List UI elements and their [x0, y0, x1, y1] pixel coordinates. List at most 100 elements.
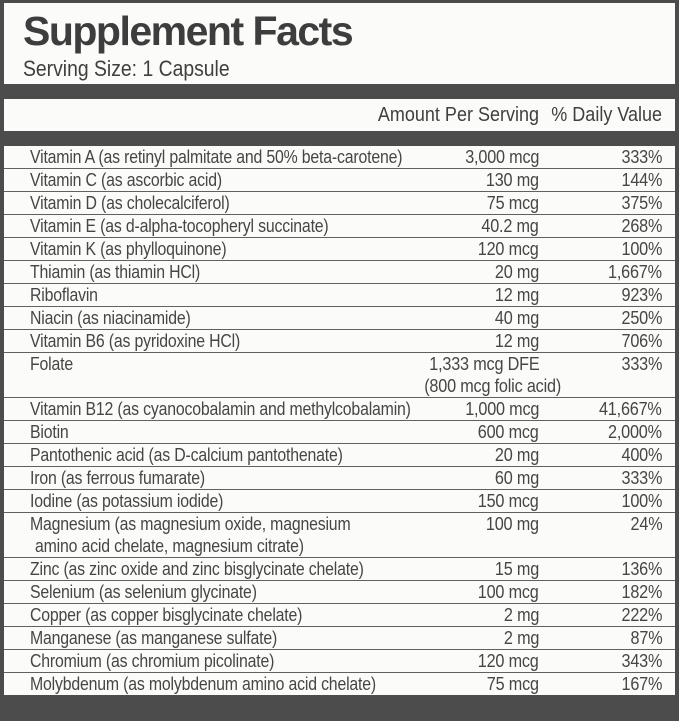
daily-value: 333%: [621, 468, 662, 488]
amount-value: 12 mg: [494, 331, 539, 351]
amount-value: 75 mcg: [486, 193, 539, 213]
nutrient-row: Zinc (as zinc oxide and zinc bisglycinat…: [4, 557, 675, 580]
column-header-amount-text: Amount Per Serving: [377, 103, 539, 126]
nutrient-name-cell: Niacin (as niacinamide): [4, 307, 409, 329]
amount-value: 40 mg: [494, 308, 539, 328]
nutrient-row: Selenium (as selenium glycinate) 100 mcg 1…: [4, 580, 675, 603]
nutrient-row: Niacin (as niacinamide) 40 mg 250%: [4, 306, 675, 329]
nutrient-row: Vitamin E (as d-alpha-tocopheryl succina…: [4, 214, 675, 237]
amount-cell: 15 mg: [409, 558, 539, 580]
daily-value: 1,667%: [608, 262, 662, 282]
amount-value: 130 mg: [486, 170, 539, 190]
amount-cell: 60 mg: [409, 467, 539, 489]
nutrient-name: Vitamin K (as phylloquinone): [30, 239, 227, 259]
nutrient-name: Vitamin B12 (as cyanocobalamin and methy…: [30, 399, 411, 419]
amount-cell: 20 mg: [409, 261, 539, 283]
amount-value: 100 mcg: [478, 582, 539, 602]
nutrient-name-cell: Pantothenic acid (as D-calcium pantothen…: [4, 444, 409, 466]
daily-value: 182%: [621, 582, 662, 602]
nutrient-name-cell: Vitamin K (as phylloquinone): [4, 238, 409, 260]
nutrient-name: Vitamin C (as ascorbic acid): [30, 170, 222, 190]
nutrient-name-cell: Zinc (as zinc oxide and zinc bisglycinat…: [4, 558, 409, 580]
nutrient-name-cell: Manganese (as manganese sulfate): [4, 627, 409, 649]
amount-value: 120 mcg: [478, 651, 539, 671]
amount-note: (800 mcg folic acid): [424, 376, 562, 396]
nutrient-name-cell: Thiamin (as thiamin HCl): [4, 261, 409, 283]
nutrient-name: Riboflavin: [30, 285, 98, 305]
amount-cell: 3,000 mcg: [409, 146, 539, 168]
amount-value: 20 mg: [494, 262, 539, 282]
nutrient-name-cell: Molybdenum (as molybdenum amino acid che…: [4, 673, 409, 695]
daily-value-cell: 923%: [539, 284, 662, 306]
daily-value: 923%: [621, 285, 662, 305]
daily-value: 136%: [621, 559, 662, 579]
daily-value-cell: 706%: [539, 330, 662, 352]
nutrient-name-cell: Iron (as ferrous fumarate): [4, 467, 409, 489]
nutrient-name-cell: Vitamin D (as cholecalciferol): [4, 192, 409, 214]
amount-cell: 75 mcg: [409, 192, 539, 214]
daily-value-cell: 375%: [539, 192, 662, 214]
daily-value: 333%: [621, 354, 662, 374]
daily-value-cell: 222%: [539, 604, 662, 626]
daily-value: 87%: [630, 628, 662, 648]
amount-cell: 150 mcg: [409, 490, 539, 512]
amount-value: 120 mcg: [478, 239, 539, 259]
nutrient-row: Folate 1,333 mcg DFE (800 mcg folic acid) 3…: [4, 352, 675, 397]
daily-value-cell: 333%: [539, 467, 662, 489]
amount-value: 75 mcg: [486, 674, 539, 694]
nutrient-row: Magnesium (as magnesium oxide, magnesium…: [4, 512, 675, 557]
nutrient-name-cell: Riboflavin: [4, 284, 409, 306]
amount-cell: 600 mcg: [409, 421, 539, 443]
amount-value: 12 mg: [494, 285, 539, 305]
daily-value-cell: 136%: [539, 558, 662, 580]
daily-value: 375%: [621, 193, 662, 213]
nutrient-name: Vitamin D (as cholecalciferol): [30, 193, 230, 213]
amount-value: 3,000 mcg: [464, 147, 539, 167]
column-header-daily-value-text: % Daily Value: [551, 103, 663, 126]
nutrient-name: Molybdenum (as molybdenum amino acid che…: [30, 674, 377, 694]
nutrient-row: Manganese (as manganese sulfate) 2 mg 87%: [4, 626, 675, 649]
amount-value: 150 mcg: [478, 491, 539, 511]
nutrient-name: Niacin (as niacinamide): [30, 308, 191, 328]
divider-band-top: [4, 84, 675, 99]
daily-value-cell: 1,667%: [539, 261, 662, 283]
daily-value: 100%: [621, 491, 662, 511]
nutrient-name: Manganese (as manganese sulfate): [30, 628, 278, 648]
divider-band-bottom: [4, 131, 675, 146]
daily-value-cell: 24%: [539, 513, 662, 535]
nutrient-name-cell: Biotin: [4, 421, 409, 443]
nutrient-row: Vitamin C (as ascorbic acid) 130 mg 144%: [4, 168, 675, 191]
daily-value-cell: 2,000%: [539, 421, 662, 443]
daily-value: 41,667%: [599, 399, 662, 419]
column-header-row: Amount Per Serving % Daily Value: [4, 99, 675, 131]
nutrient-row: Riboflavin 12 mg 923%: [4, 283, 675, 306]
nutrient-name: Thiamin (as thiamin HCl): [30, 262, 201, 282]
amount-cell: 40.2 mg: [409, 215, 539, 237]
daily-value-cell: 400%: [539, 444, 662, 466]
column-header-amount: Amount Per Serving: [4, 104, 539, 127]
column-header-daily-value: % Daily Value: [539, 104, 662, 127]
daily-value-cell: 333%: [539, 353, 662, 375]
daily-value-cell: 343%: [539, 650, 662, 672]
nutrient-name: Chromium (as chromium picolinate): [30, 651, 275, 671]
nutrient-table: Vitamin A (as retinyl palmitate and 50% …: [4, 146, 675, 695]
nutrient-name-cell: Chromium (as chromium picolinate): [4, 650, 409, 672]
daily-value-cell: 167%: [539, 673, 662, 695]
daily-value: 167%: [621, 674, 662, 694]
amount-cell: 120 mcg: [409, 650, 539, 672]
nutrient-name-cell: Vitamin B6 (as pyridoxine HCl): [4, 330, 409, 352]
daily-value-cell: 144%: [539, 169, 662, 191]
amount-cell: 75 mcg: [409, 673, 539, 695]
nutrient-row: Vitamin K (as phylloquinone) 120 mcg 100%: [4, 237, 675, 260]
amount-cell: 2 mg: [409, 627, 539, 649]
nutrient-name: Biotin: [30, 422, 69, 442]
amount-cell: 100 mg: [409, 513, 539, 535]
daily-value: 24%: [630, 514, 662, 534]
amount-cell: 1,333 mcg DFE (800 mcg folic acid): [409, 353, 561, 397]
amount-cell: 100 mcg: [409, 581, 539, 603]
nutrient-name: Selenium (as selenium glycinate): [30, 582, 257, 602]
nutrient-name: Vitamin A (as retinyl palmitate and 50% …: [30, 147, 403, 167]
daily-value: 222%: [621, 605, 662, 625]
serving-size-value: Serving Size: 1 Capsule: [23, 56, 230, 81]
amount-cell: 20 mg: [409, 444, 539, 466]
